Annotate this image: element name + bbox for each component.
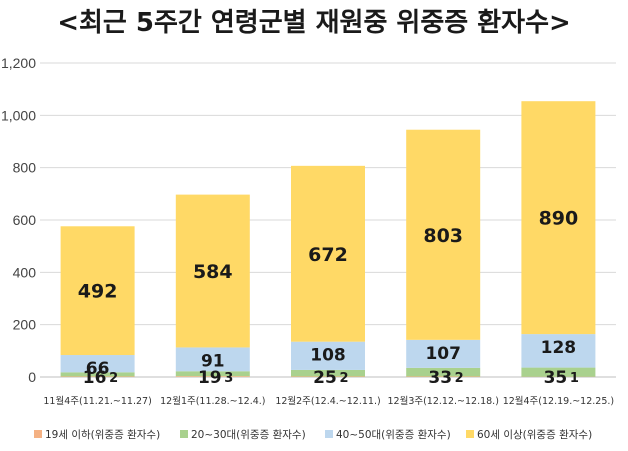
x-tick-label: 12월2주(12.4.~12.11.) [275, 395, 380, 407]
legend-swatch [180, 430, 188, 438]
data-label: 91 [201, 351, 225, 371]
data-label: 128 [541, 338, 577, 358]
chart-title: <최근 5주간 연령군별 재원중 위중증 환자수> [57, 8, 571, 38]
bar-segment [60, 376, 135, 377]
x-tick-label: 12월4주(12.19.~12.25.) [503, 395, 614, 407]
bar-segment [175, 194, 250, 348]
bar-segment [175, 376, 250, 377]
bar-segment [291, 165, 365, 342]
data-label: 66 [86, 359, 110, 379]
data-label: 492 [78, 281, 118, 303]
bar-segment [406, 376, 481, 377]
bar-segment [406, 339, 481, 368]
y-tick-label: 400 [13, 264, 37, 280]
bar-segment [521, 334, 596, 368]
data-label: 33 [428, 368, 452, 388]
data-label: 2 [455, 371, 464, 386]
bar-segment [406, 367, 481, 377]
y-tick-label: 600 [13, 212, 37, 228]
data-label: 35 [544, 368, 568, 388]
bar-segment [521, 101, 596, 335]
bar-segment [291, 341, 365, 370]
legend-label: 19세 이하(위중증 환자수) [45, 428, 160, 441]
data-label: 584 [193, 261, 233, 283]
legend-swatch [466, 430, 474, 438]
bar-segment [60, 372, 135, 377]
legend-label: 40~50대(위중증 환자수) [336, 428, 451, 441]
x-tick-label: 12월3주(12.12.~12.18.) [387, 395, 498, 407]
data-label: 107 [425, 344, 461, 364]
bar-segment [521, 367, 596, 377]
data-label: 19 [198, 368, 222, 388]
legend-swatch [325, 430, 333, 438]
legend-swatch [34, 430, 42, 438]
data-label: 25 [313, 368, 337, 388]
bar-segment [291, 369, 365, 377]
data-label: 1 [570, 371, 579, 386]
data-label: 672 [308, 244, 348, 266]
bar-segment [291, 376, 365, 377]
legend: 19세 이하(위중증 환자수) 20~30대(위중증 환자수) 40~50대(위중증… [34, 428, 592, 441]
y-tick-label: 0 [28, 369, 36, 385]
y-tick-label: 800 [13, 160, 37, 176]
data-label: 16 [83, 368, 107, 388]
y-tick-label: 200 [13, 317, 37, 333]
y-tick-label: 1,200 [1, 55, 36, 71]
bar-segment [175, 347, 250, 372]
data-label: 890 [539, 208, 579, 230]
y-axis: 0 200 400 600 800 1,000 1,200 [1, 55, 36, 385]
legend-label: 20~30대(위중증 환자수) [191, 428, 306, 441]
data-label: 2 [339, 371, 348, 386]
x-axis: 11월4주(11.21.~11.27) 12월1주(11.28.~12.4.) 12… [43, 395, 614, 407]
x-tick-label: 11월4주(11.21.~11.27) [43, 395, 151, 407]
bar-segment [60, 226, 135, 356]
bar-segment [406, 129, 481, 340]
y-tick-label: 1,000 [1, 107, 36, 123]
data-label: 108 [310, 346, 346, 366]
bar-segment [175, 371, 250, 377]
legend-label: 60세 이상(위중증 환자수) [477, 428, 592, 441]
data-label: 2 [109, 371, 118, 386]
data-label: 3 [224, 371, 233, 386]
data-label: 803 [423, 225, 463, 247]
bar-segment [60, 355, 135, 373]
x-tick-label: 12월1주(11.28.~12.4.) [160, 395, 265, 407]
